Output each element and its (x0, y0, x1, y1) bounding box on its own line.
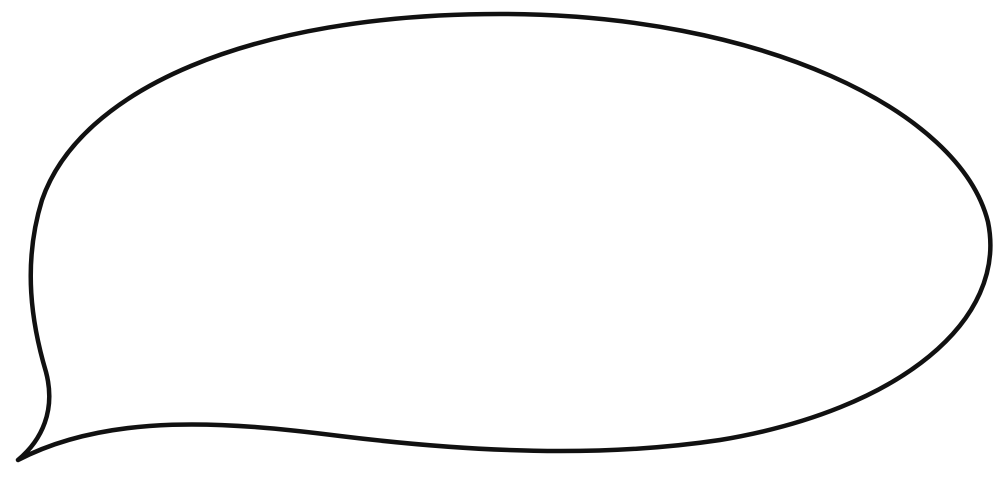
speech-bubble (15, 11, 993, 463)
